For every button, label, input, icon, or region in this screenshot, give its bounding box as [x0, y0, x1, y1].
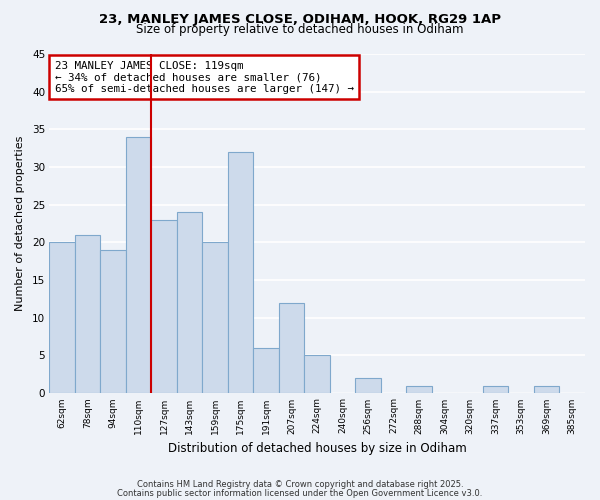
X-axis label: Distribution of detached houses by size in Odiham: Distribution of detached houses by size …	[168, 442, 467, 455]
Bar	[253, 348, 279, 393]
Text: Contains HM Land Registry data © Crown copyright and database right 2025.: Contains HM Land Registry data © Crown c…	[137, 480, 463, 489]
Bar	[483, 386, 508, 393]
Bar	[202, 242, 228, 393]
Bar	[534, 386, 559, 393]
Text: Contains public sector information licensed under the Open Government Licence v3: Contains public sector information licen…	[118, 488, 482, 498]
Bar	[228, 152, 253, 393]
Bar	[177, 212, 202, 393]
Y-axis label: Number of detached properties: Number of detached properties	[15, 136, 25, 311]
Text: 23 MANLEY JAMES CLOSE: 119sqm
← 34% of detached houses are smaller (76)
65% of s: 23 MANLEY JAMES CLOSE: 119sqm ← 34% of d…	[55, 61, 354, 94]
Bar	[75, 235, 100, 393]
Bar	[304, 356, 330, 393]
Text: 23, MANLEY JAMES CLOSE, ODIHAM, HOOK, RG29 1AP: 23, MANLEY JAMES CLOSE, ODIHAM, HOOK, RG…	[99, 12, 501, 26]
Bar	[151, 220, 177, 393]
Bar	[126, 137, 151, 393]
Bar	[279, 302, 304, 393]
Bar	[49, 242, 75, 393]
Bar	[100, 250, 126, 393]
Text: Size of property relative to detached houses in Odiham: Size of property relative to detached ho…	[136, 24, 464, 36]
Bar	[355, 378, 381, 393]
Bar	[406, 386, 432, 393]
